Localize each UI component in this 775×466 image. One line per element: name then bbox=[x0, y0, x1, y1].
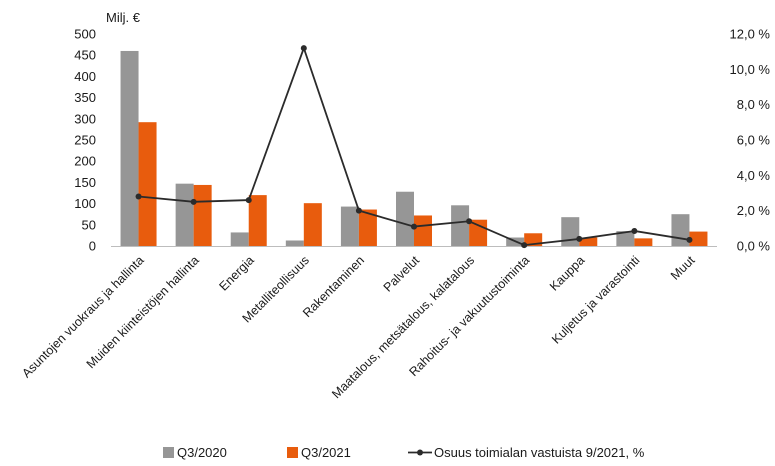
legend-line-marker bbox=[417, 449, 423, 456]
bar-q3-2021 bbox=[579, 237, 598, 246]
bar-q3-2020 bbox=[175, 183, 194, 246]
category-label: Palvelut bbox=[381, 253, 423, 295]
bar-q3-2021 bbox=[689, 231, 708, 246]
bar-q3-2021 bbox=[414, 215, 432, 246]
right-tick-label: 0,0 % bbox=[737, 239, 771, 254]
legend-swatch-q3-2020 bbox=[163, 447, 174, 458]
category-label: Energia bbox=[216, 253, 256, 293]
bar-q3-2020 bbox=[396, 191, 414, 246]
share-line-point bbox=[686, 236, 693, 243]
share-line-point bbox=[411, 223, 417, 230]
bar-q3-2020 bbox=[451, 205, 470, 246]
category-label: Muiden kiinteistöjen hallinta bbox=[84, 253, 202, 371]
share-line-point bbox=[466, 218, 473, 225]
share-line-point bbox=[576, 235, 583, 242]
bar-q3-2020 bbox=[671, 214, 690, 246]
legend-label-q3-2020: Q3/2020 bbox=[177, 445, 227, 460]
legend-label-q3-2021: Q3/2021 bbox=[301, 445, 351, 460]
legend: Q3/2020 Q3/2021 Osuus toimialan vastuista … bbox=[163, 445, 645, 460]
legend-swatch-q3-2021 bbox=[287, 447, 298, 458]
right-tick-label: 6,0 % bbox=[737, 133, 771, 148]
bar-q3-2021 bbox=[469, 219, 488, 246]
left-tick-label: 350 bbox=[74, 90, 96, 105]
left-axis-ticks: 0 50 100 150 200 250 300 350 400 450 500 bbox=[74, 27, 96, 254]
bar-q3-2021 bbox=[634, 238, 653, 246]
left-tick-label: 150 bbox=[74, 175, 96, 190]
bar-q3-2021 bbox=[248, 195, 267, 246]
right-tick-label: 8,0 % bbox=[737, 97, 771, 112]
left-tick-label: 250 bbox=[74, 133, 96, 148]
category-label: Rahoitus- ja vakuutustoiminta bbox=[406, 253, 532, 379]
share-line-point bbox=[355, 207, 362, 214]
bar-q3-2021 bbox=[193, 184, 212, 246]
bar-q3-2021 bbox=[138, 122, 157, 246]
bar-q3-2020 bbox=[230, 232, 249, 246]
bar-q3-2020 bbox=[340, 206, 359, 246]
right-tick-label: 4,0 % bbox=[737, 168, 771, 183]
share-line-point bbox=[631, 227, 638, 234]
legend-label-share: Osuus toimialan vastuista 9/2021, % bbox=[434, 445, 645, 460]
bar-q3-2020 bbox=[285, 240, 304, 246]
bar-q3-2020 bbox=[561, 217, 580, 246]
left-tick-label: 100 bbox=[74, 196, 96, 211]
y-axis-unit-label: Milj. € bbox=[106, 10, 141, 25]
share-line-point bbox=[245, 197, 252, 204]
share-line-point bbox=[190, 198, 197, 205]
bar-q3-2021 bbox=[358, 209, 377, 246]
left-tick-label: 500 bbox=[74, 27, 96, 42]
right-axis-ticks: 0,0 % 2,0 % 4,0 % 6,0 % 8,0 % 10,0 % 12,0 % bbox=[730, 27, 771, 254]
bar-q3-2020 bbox=[616, 231, 635, 246]
bar-q3-2020 bbox=[120, 50, 139, 247]
right-tick-label: 10,0 % bbox=[730, 62, 771, 77]
left-tick-label: 50 bbox=[82, 217, 96, 232]
left-tick-label: 300 bbox=[74, 111, 96, 126]
right-tick-label: 12,0 % bbox=[730, 27, 771, 42]
bar-q3-2021 bbox=[303, 203, 322, 246]
category-label: Kauppa bbox=[547, 253, 587, 293]
left-tick-label: 0 bbox=[89, 239, 96, 254]
left-tick-label: 200 bbox=[74, 154, 96, 169]
share-line-point bbox=[521, 242, 528, 249]
left-tick-label: 450 bbox=[74, 48, 96, 63]
right-tick-label: 2,0 % bbox=[737, 203, 771, 218]
share-line-point bbox=[135, 193, 142, 200]
share-line-point bbox=[300, 45, 307, 52]
left-tick-label: 400 bbox=[74, 69, 96, 84]
bars bbox=[120, 50, 708, 247]
line-series bbox=[135, 45, 693, 249]
category-label: Muut bbox=[668, 253, 698, 283]
